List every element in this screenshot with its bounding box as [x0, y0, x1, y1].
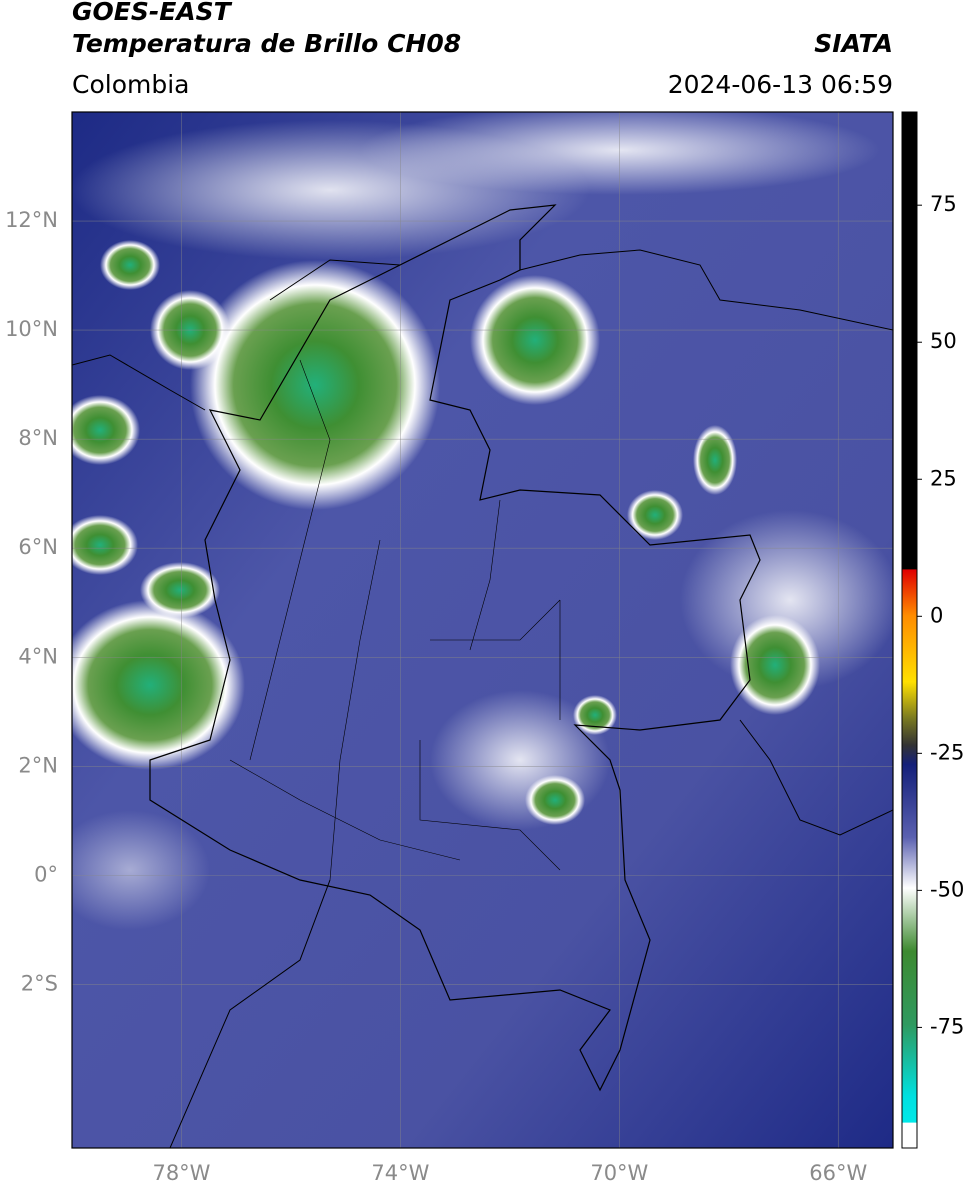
colorbar-tick-label: -75	[930, 1014, 964, 1038]
convective-cell	[100, 240, 160, 290]
colorbar-tick-label: 50	[930, 329, 957, 353]
lon-label: 66°W	[809, 1161, 867, 1185]
subtitle: Temperatura de Brillo CH08	[72, 29, 461, 58]
colorbar-tick-label: -50	[930, 877, 964, 901]
convective-cell	[573, 695, 617, 735]
lat-label: 10°N	[5, 317, 58, 341]
convective-cell	[190, 260, 440, 510]
convective-cell	[470, 275, 600, 405]
convective-cell	[140, 562, 220, 618]
convective-cell	[525, 775, 585, 825]
title: GOES-EAST	[72, 0, 233, 26]
lat-label: 2°S	[21, 971, 58, 995]
graticule	[72, 112, 893, 1148]
source: SIATA	[814, 29, 893, 58]
lat-label: 12°N	[5, 208, 58, 232]
lat-label: 6°N	[18, 535, 58, 559]
region: Colombia	[72, 70, 189, 99]
colorbar	[901, 111, 918, 1149]
satellite-image	[72, 112, 893, 1148]
colorbar-tick-label: 25	[930, 466, 957, 490]
lon-label: 78°W	[152, 1161, 210, 1185]
convective-cell	[72, 600, 245, 770]
colorbar-tick-label: -25	[930, 740, 964, 764]
colorbar-tick-label: 75	[930, 192, 957, 216]
convective-cell	[627, 490, 683, 540]
department-borders	[229, 359, 561, 881]
convective-cell	[730, 615, 820, 715]
convective-cell	[693, 425, 737, 495]
country-border	[149, 204, 761, 1092]
lat-label: 8°N	[18, 426, 58, 450]
lat-label: 2°N	[18, 753, 58, 777]
colorbar-tick-label: 0	[930, 603, 943, 627]
map-frame	[71, 111, 894, 1149]
convective-cell	[72, 395, 140, 465]
cloud	[72, 810, 210, 930]
coastline	[72, 249, 893, 1148]
lat-label: 0°	[34, 862, 58, 886]
cloud	[360, 112, 880, 195]
datetime: 2024-06-13 06:59	[668, 70, 893, 99]
convective-cell	[72, 515, 138, 575]
lon-label: 74°W	[371, 1161, 429, 1185]
lon-label: 70°W	[590, 1161, 648, 1185]
cloud	[680, 510, 893, 690]
lat-label: 4°N	[18, 644, 58, 668]
